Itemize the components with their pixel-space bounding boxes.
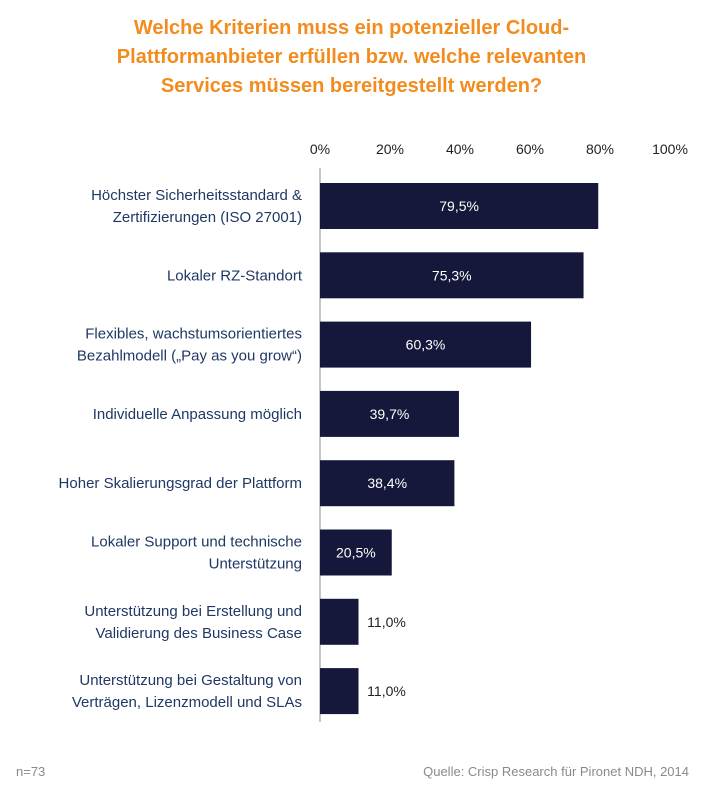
category-label: Unterstützung bei Gestaltung von	[79, 672, 302, 689]
x-tick-label: 60%	[516, 141, 544, 157]
bar	[320, 390, 459, 437]
bar	[320, 183, 599, 229]
category-label: Lokaler RZ-Standort	[167, 267, 303, 284]
category-label: Verträgen, Lizenzmodell und SLAs	[72, 694, 302, 711]
title-line-2: Plattformanbieter erfüllen bzw. welche r…	[116, 46, 587, 68]
x-tick-label: 100%	[652, 141, 688, 157]
bar	[320, 252, 584, 299]
data-label: 39,7%	[370, 406, 410, 422]
bar	[320, 460, 455, 507]
data-label: 75,3%	[432, 267, 472, 283]
sample-size-note: n=73	[16, 764, 46, 779]
category-label: Flexibles, wachstumsorientiertes	[85, 326, 302, 343]
category-label: Validierung des Business Case	[95, 625, 302, 642]
category-label: Bezahlmodell („Pay as you grow“)	[77, 348, 302, 365]
x-tick-label: 20%	[376, 141, 404, 157]
source-note: Quelle: Crisp Research für Pironet NDH, …	[423, 764, 689, 779]
x-tick-label: 40%	[446, 141, 474, 157]
data-label: 60,3%	[406, 337, 446, 353]
category-label: Zertifizierungen (ISO 27001)	[113, 209, 302, 226]
title-line-3: Services müssen bereitgestellt werden?	[160, 75, 543, 97]
data-label: 11,0%	[367, 614, 406, 630]
data-label: 20,5%	[336, 545, 376, 561]
bar	[320, 529, 392, 576]
x-tick-label: 80%	[586, 141, 614, 157]
category-label: Unterstützung	[209, 556, 302, 573]
chart-title: Welche Kriterien muss ein potenzieller C…	[0, 14, 703, 101]
category-label: Unterstützung bei Erstellung und	[84, 603, 302, 620]
data-label: 11,0%	[367, 683, 406, 699]
bar	[320, 668, 359, 715]
x-tick-label: 0%	[310, 141, 330, 157]
category-label: Hoher Skalierungsgrad der Plattform	[59, 475, 302, 492]
data-label: 38,4%	[367, 475, 407, 491]
bar	[320, 321, 532, 368]
category-label: Individuelle Anpassung möglich	[93, 406, 302, 423]
bar	[320, 598, 359, 645]
title-line-1: Welche Kriterien muss ein potenzieller C…	[133, 17, 570, 39]
category-label: Lokaler Support und technische	[91, 534, 302, 551]
category-label: Höchster Sicherheitsstandard &	[91, 187, 302, 204]
data-label: 79,5%	[439, 198, 479, 214]
